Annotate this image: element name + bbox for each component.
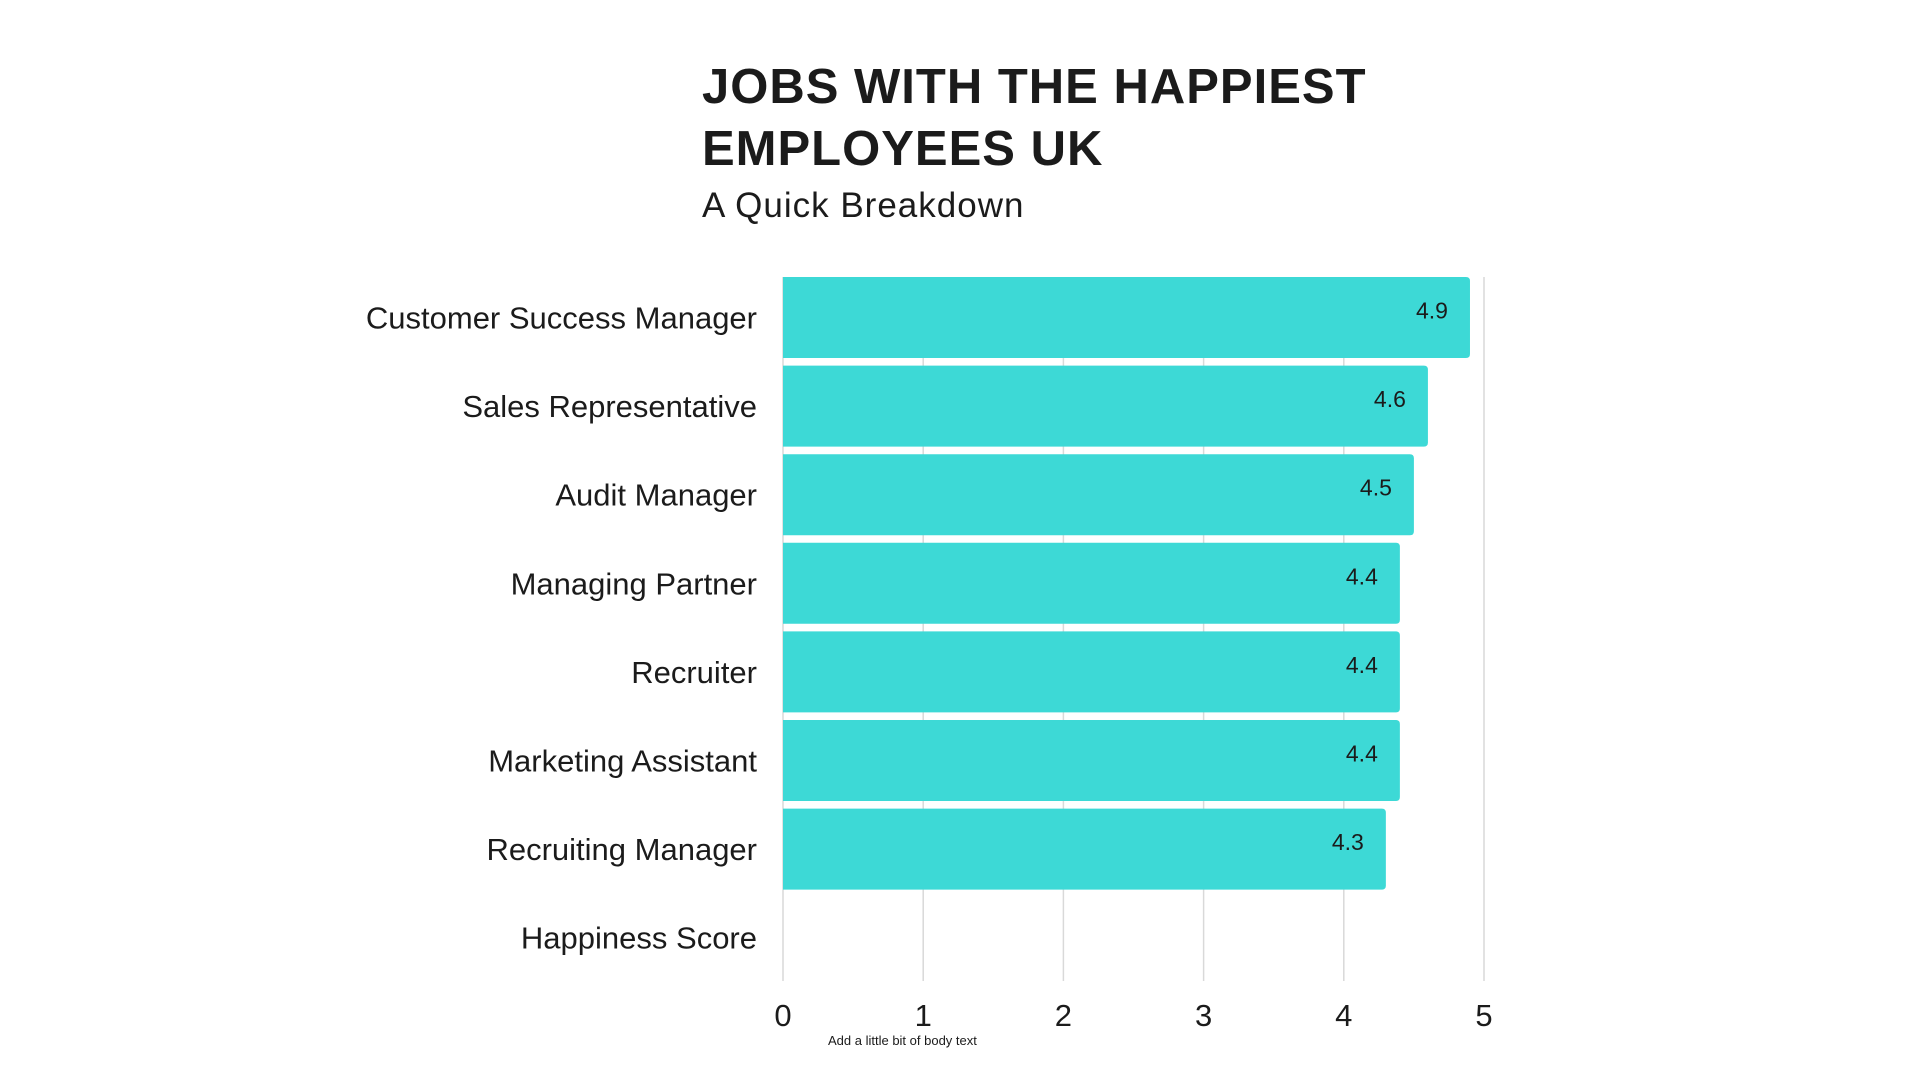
x-tick-label: 1 xyxy=(915,998,932,1033)
category-label: Customer Success Manager xyxy=(366,301,757,336)
footnote: Add a little bit of body text xyxy=(828,1033,977,1048)
category-label: Audit Manager xyxy=(555,478,757,513)
data-label: 4.5 xyxy=(1360,475,1392,501)
bar xyxy=(783,542,1400,624)
category-label: Recruiter xyxy=(631,655,757,690)
bar xyxy=(783,365,1428,447)
x-tick-label: 3 xyxy=(1195,998,1212,1033)
chart-subtitle: A Quick Breakdown xyxy=(702,186,1025,225)
category-label: Managing Partner xyxy=(511,566,757,601)
category-label: Recruiting Manager xyxy=(486,832,757,867)
data-label: 4.4 xyxy=(1346,563,1378,589)
bar xyxy=(783,808,1386,890)
x-tick-label: 5 xyxy=(1475,998,1492,1033)
data-label: 4.9 xyxy=(1416,298,1448,324)
x-tick-label: 2 xyxy=(1055,998,1072,1033)
bar xyxy=(783,631,1400,713)
category-label: Marketing Assistant xyxy=(488,744,757,779)
category-label: Sales Representative xyxy=(462,389,757,424)
data-label: 4.6 xyxy=(1374,386,1406,412)
data-label: 4.4 xyxy=(1346,741,1378,767)
x-tick-label: 4 xyxy=(1335,998,1352,1033)
x-tick-label: 0 xyxy=(774,998,791,1033)
bar xyxy=(783,454,1414,536)
chart-title: JOBS WITH THE HAPPIEST EMPLOYEES UK xyxy=(702,60,1367,176)
data-label: 4.4 xyxy=(1346,652,1378,678)
bar xyxy=(783,277,1470,358)
data-label: 4.3 xyxy=(1332,829,1364,855)
bar xyxy=(783,720,1400,801)
legend-label: Happiness Score xyxy=(521,921,757,956)
